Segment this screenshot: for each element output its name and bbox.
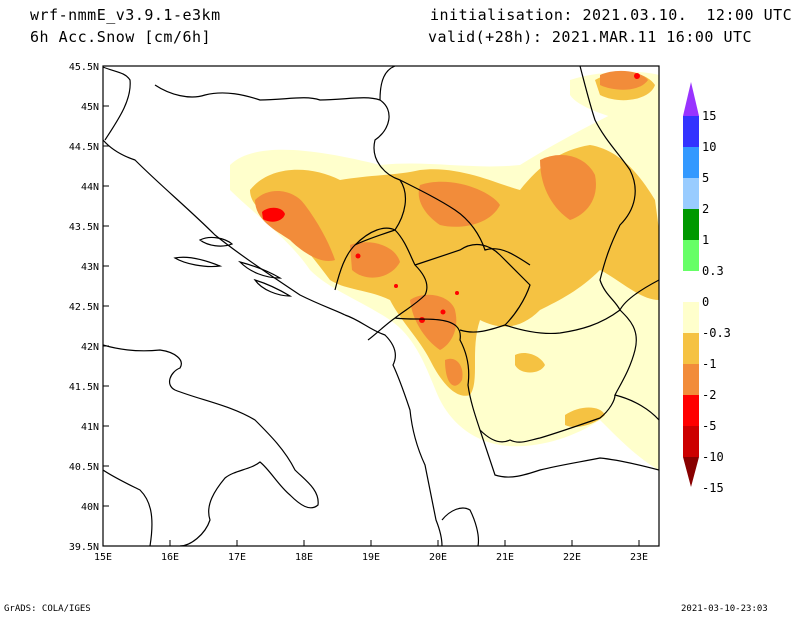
- colorbar-label: -2: [702, 388, 716, 402]
- lon-label: 21E: [496, 552, 514, 563]
- lon-label: 19E: [362, 552, 380, 563]
- extreme-snow-spot: [355, 253, 361, 259]
- colorbar-label: -1: [702, 357, 716, 371]
- generated-timestamp: 2021-03-10-23:03: [681, 604, 768, 614]
- init-time: initialisation: 2021.03.10. 12:00 UTC: [430, 6, 793, 24]
- extreme-snow-spot: [455, 291, 459, 295]
- coastlines-and-borders: [103, 66, 659, 546]
- lon-label: 20E: [429, 552, 447, 563]
- colorbar-label: 5: [702, 171, 709, 185]
- colorbar-label: -15: [702, 481, 724, 495]
- model-title: wrf-nmmE_v3.9.1-e3km: [30, 6, 221, 24]
- colorbar-segment: [683, 395, 699, 426]
- albania-border: [394, 317, 541, 443]
- colorbar-label: -0.3: [702, 326, 731, 340]
- colorbar-segment: [683, 147, 699, 178]
- colorbar-segment: [683, 426, 699, 457]
- lon-label: 22E: [563, 552, 581, 563]
- heavy-snow-area: [445, 358, 463, 386]
- heavy-snow-area: [540, 155, 596, 220]
- colorbar-segment: [683, 364, 699, 395]
- lon-label: 18E: [295, 552, 313, 563]
- lon-label: 17E: [228, 552, 246, 563]
- serbia-border: [379, 66, 531, 266]
- extreme-snow-spot: [419, 317, 425, 323]
- colorbar-label: -10: [702, 450, 724, 464]
- kosovo-border: [414, 243, 531, 333]
- lat-label: 41.5N: [69, 382, 99, 393]
- colorbar-label: 15: [702, 109, 716, 123]
- field-title: 6h Acc.Snow [cm/6h]: [30, 28, 212, 46]
- lat-label: 44.5N: [69, 142, 99, 153]
- lat-label: 44N: [81, 182, 99, 193]
- colorbar-segment: [683, 302, 699, 333]
- lat-label: 43.5N: [69, 222, 99, 233]
- colorbar-label: -5: [702, 419, 716, 433]
- north-macedonia-border: [504, 309, 621, 439]
- italy-heel-coastline: [103, 469, 153, 546]
- extreme-snow-spot: [394, 284, 398, 288]
- bulgaria-border: [614, 279, 659, 421]
- montenegro-border: [354, 227, 428, 341]
- serbia-border: [579, 66, 636, 311]
- colorbar-label: 10: [702, 140, 716, 154]
- lat-label: 40.5N: [69, 462, 99, 473]
- lat-label: 45.5N: [69, 62, 99, 73]
- longitude-axis: 15E 16E 17E 18E 19E 20E 21E 22E 23E: [94, 540, 648, 563]
- lat-label: 43N: [81, 262, 99, 273]
- greece-coastline: [441, 507, 480, 546]
- lat-label: 40N: [81, 502, 99, 513]
- lat-label: 39.5N: [69, 542, 99, 553]
- moderate-snow-area: [565, 407, 605, 427]
- snow-field: [230, 70, 659, 470]
- moderate-snow-area: [515, 353, 545, 373]
- lat-label: 42.5N: [69, 302, 99, 313]
- heavy-snow-area: [410, 294, 457, 350]
- colorbar-segment: [683, 116, 699, 147]
- heavy-snow-area: [418, 181, 500, 227]
- latitude-axis: 45.5N 45N 44.5N 44N 43.5N 43N 42.5N 42N 41.5N 41N…: [69, 62, 109, 553]
- colorbar-segment: [683, 333, 699, 364]
- lat-label: 42N: [81, 342, 99, 353]
- extreme-snow-spot: [634, 73, 640, 79]
- lon-label: 16E: [161, 552, 179, 563]
- colorbar-segment: [683, 240, 699, 271]
- montenegro-albania-coastline: [344, 314, 443, 546]
- grads-credit: GrADS: COLA/IGES: [4, 604, 91, 614]
- lat-label: 45N: [81, 102, 99, 113]
- colorbar-bottom-arrow: [683, 457, 699, 487]
- colorbar-label: 1: [702, 233, 709, 247]
- extreme-snow-spot: [262, 207, 285, 222]
- greece-border: [479, 429, 659, 478]
- colorbar-top-arrow: [683, 82, 699, 116]
- colorbar-segment: [683, 178, 699, 209]
- islands: [173, 236, 293, 297]
- bosnia-border: [154, 84, 407, 291]
- colorbar-label: 2: [702, 202, 709, 216]
- colorbar-segment: [683, 271, 699, 302]
- italy-coastline: [103, 344, 319, 546]
- colorbar: 15 10 5 2 1 0.3 0 -0.3 -1 -2 -5 -10 -15: [683, 82, 731, 495]
- heavy-snow-area: [350, 242, 400, 278]
- croatia-coastline: [103, 66, 346, 316]
- colorbar-label: 0.3: [702, 264, 724, 278]
- lat-label: 41N: [81, 422, 99, 433]
- valid-time: valid(+28h): 2021.MAR.11 16:00 UTC: [428, 28, 753, 46]
- lon-label: 23E: [630, 552, 648, 563]
- extreme-snow-spot: [440, 309, 446, 315]
- lon-label: 15E: [94, 552, 112, 563]
- colorbar-segment: [683, 209, 699, 240]
- colorbar-label: 0: [702, 295, 709, 309]
